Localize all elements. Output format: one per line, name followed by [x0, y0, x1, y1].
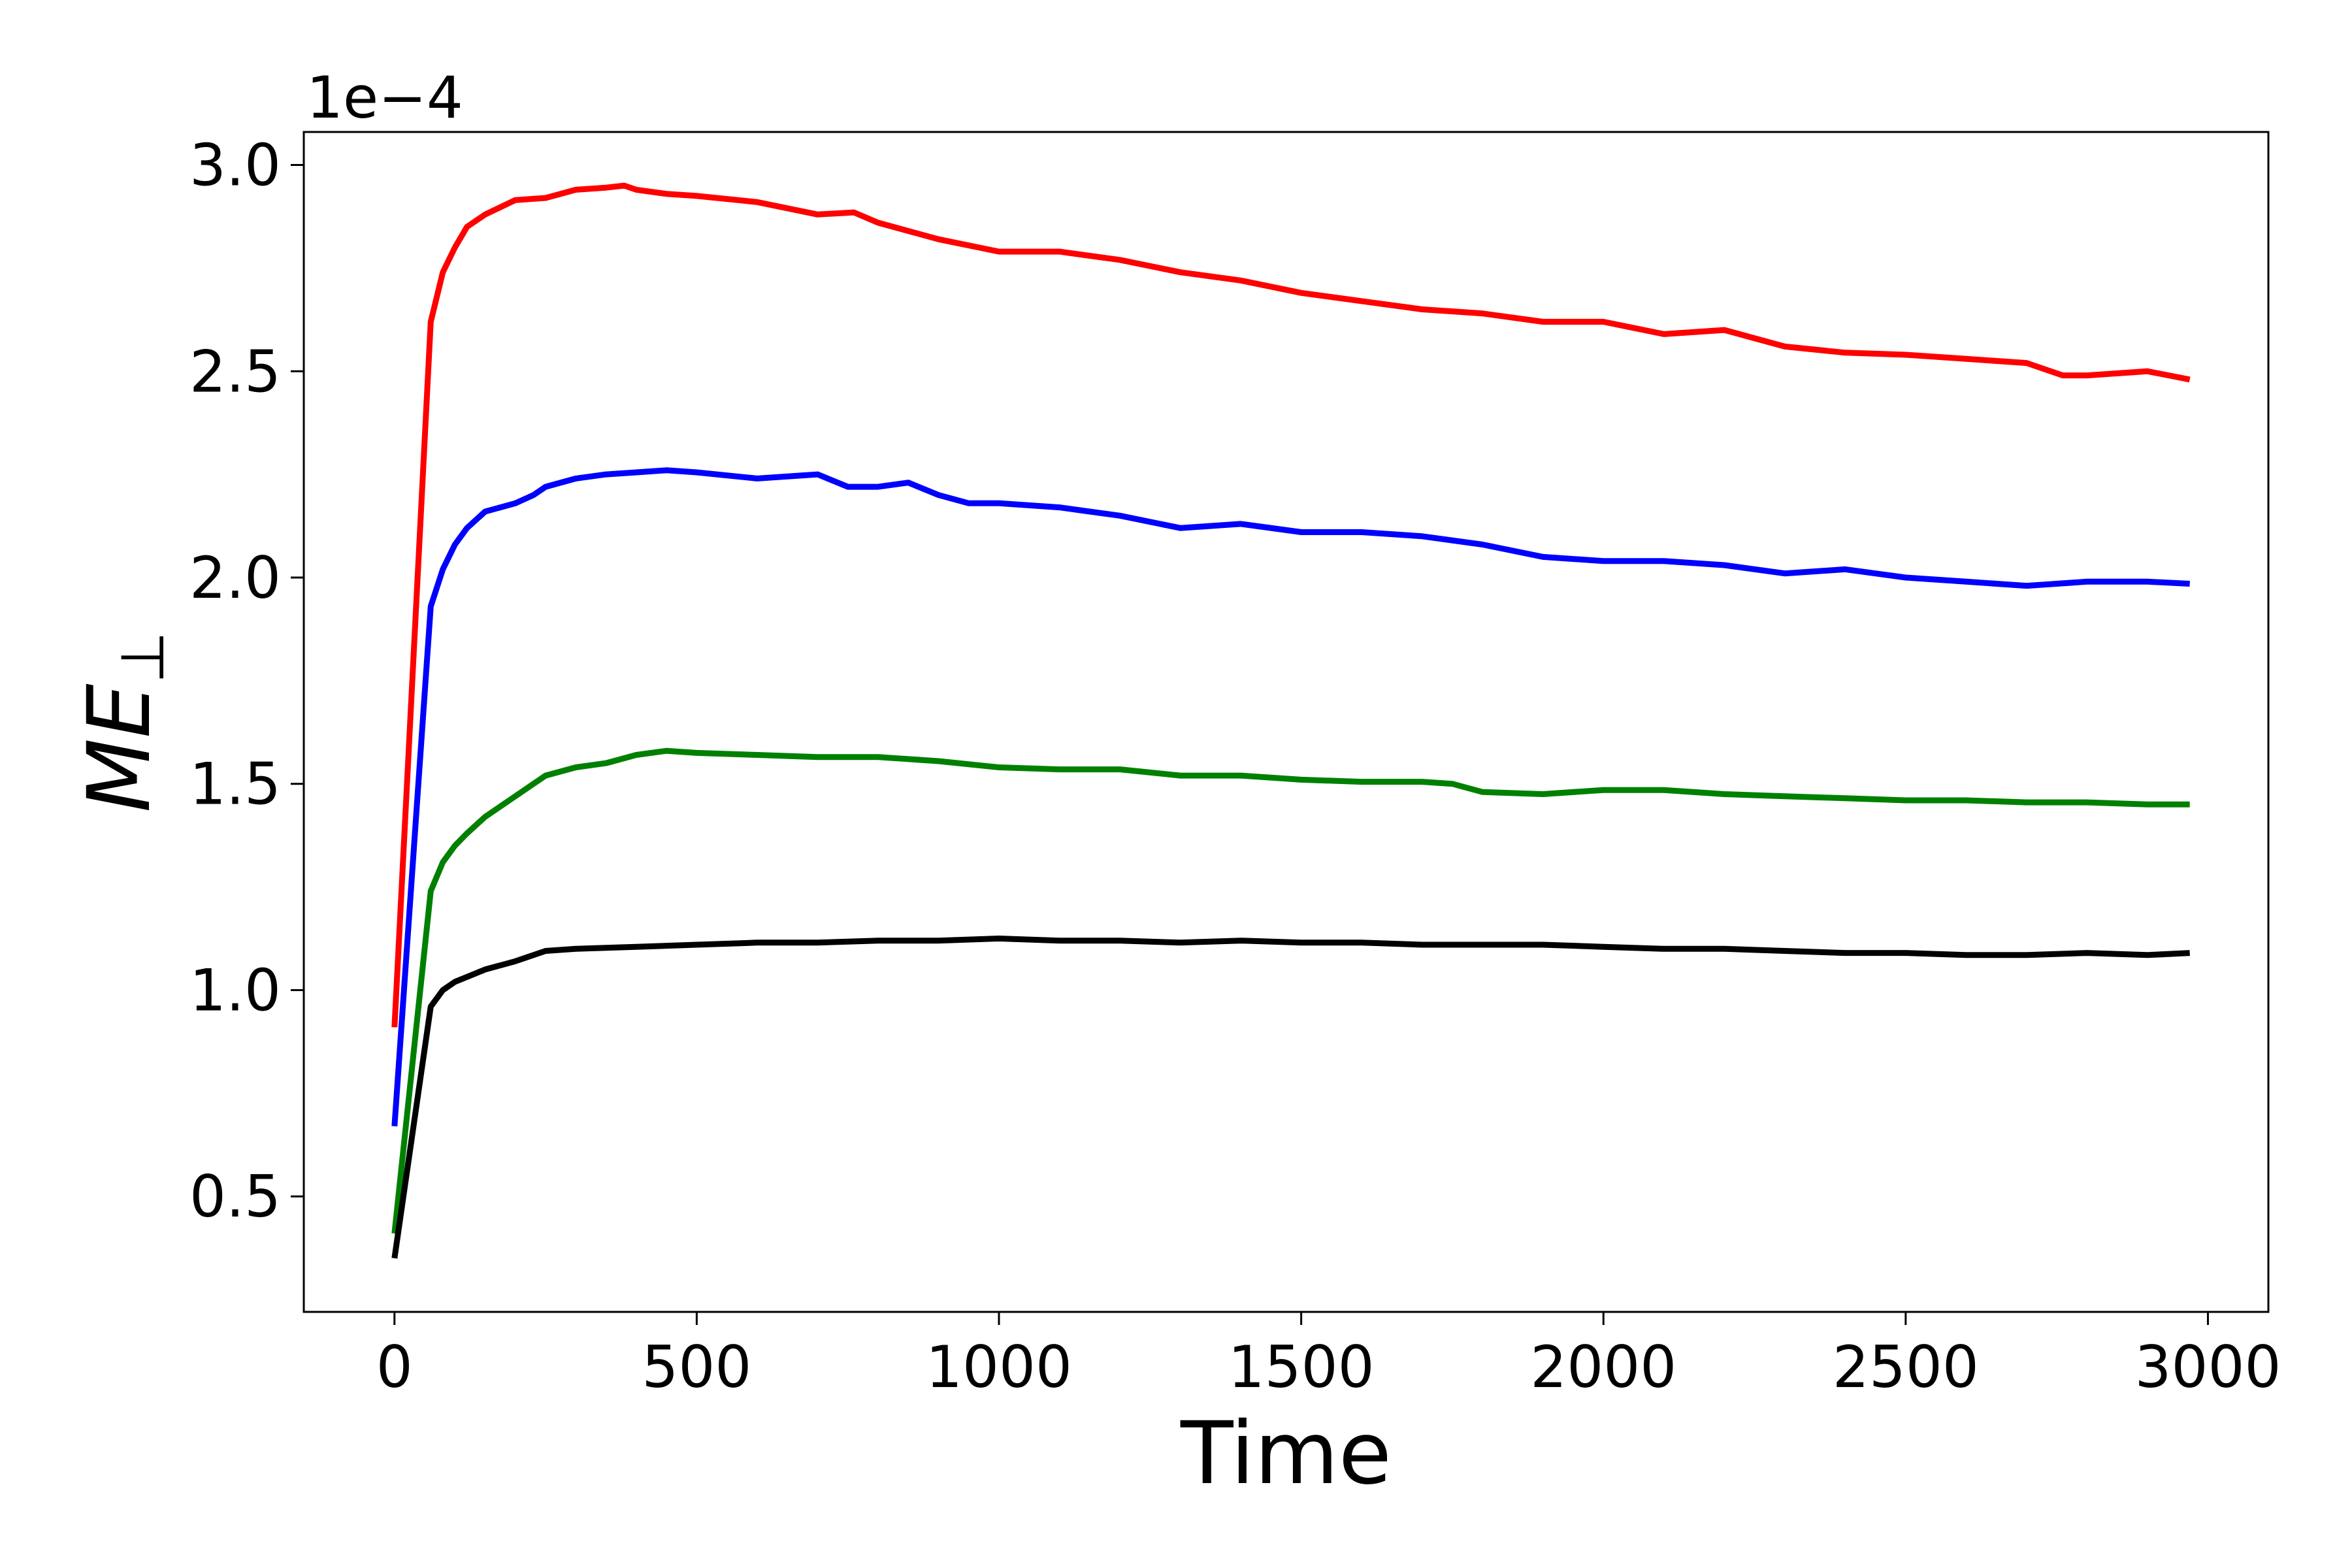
y-axis-label-subscript: ⊥ [108, 631, 178, 683]
y-tick-label: 1.5 [189, 751, 281, 818]
x-axis-label: Time [1180, 1403, 1392, 1504]
y-axis-label-main: ME [69, 683, 170, 813]
x-axis: 0 500 1000 1500 2000 2500 3000 [376, 1312, 2281, 1401]
y-tick-label: 2.0 [189, 544, 281, 612]
y-axis-offset-label: 1e−4 [306, 64, 463, 131]
series-line-4 [391, 936, 2190, 1259]
y-tick-label: 2.5 [189, 338, 281, 405]
series-line-3 [391, 747, 2190, 1234]
x-tick-label: 1000 [926, 1333, 1072, 1401]
y-axis-label-group: ME⊥ [69, 631, 178, 812]
x-tick-label: 3000 [2135, 1333, 2281, 1401]
series-line-1 [391, 182, 2191, 1028]
series-line-2 [391, 467, 2190, 1127]
x-tick-label: 0 [376, 1333, 413, 1401]
y-axis-label: ME⊥ [69, 631, 178, 812]
x-tick-label: 500 [642, 1333, 751, 1401]
x-tick-label: 2500 [1833, 1333, 1979, 1401]
y-tick-label: 0.5 [189, 1163, 281, 1230]
x-tick-label: 2000 [1530, 1333, 1676, 1401]
y-tick-label: 1.0 [189, 956, 281, 1024]
axes-frame [302, 131, 2270, 1313]
y-axis: 0.5 1.0 1.5 2.0 2.5 3.0 [189, 132, 304, 1230]
plot-area [391, 182, 2191, 1259]
y-tick-label: 3.0 [189, 132, 281, 199]
x-tick-label: 1500 [1228, 1333, 1375, 1401]
